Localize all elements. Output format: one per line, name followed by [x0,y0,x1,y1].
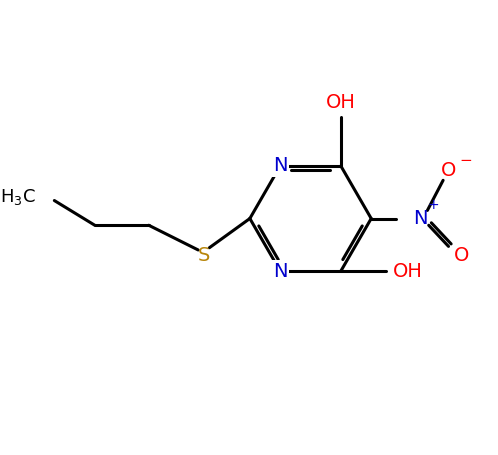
Text: N: N [273,157,287,176]
Text: O: O [454,246,470,265]
Text: N: N [273,262,287,281]
Text: −: − [459,152,472,167]
Text: +: + [427,198,439,212]
Text: OH: OH [326,93,356,111]
Text: O: O [441,161,456,180]
Text: N: N [413,209,428,228]
Text: S: S [198,246,210,265]
Text: H$_3$C: H$_3$C [0,187,35,207]
Text: OH: OH [392,262,422,281]
